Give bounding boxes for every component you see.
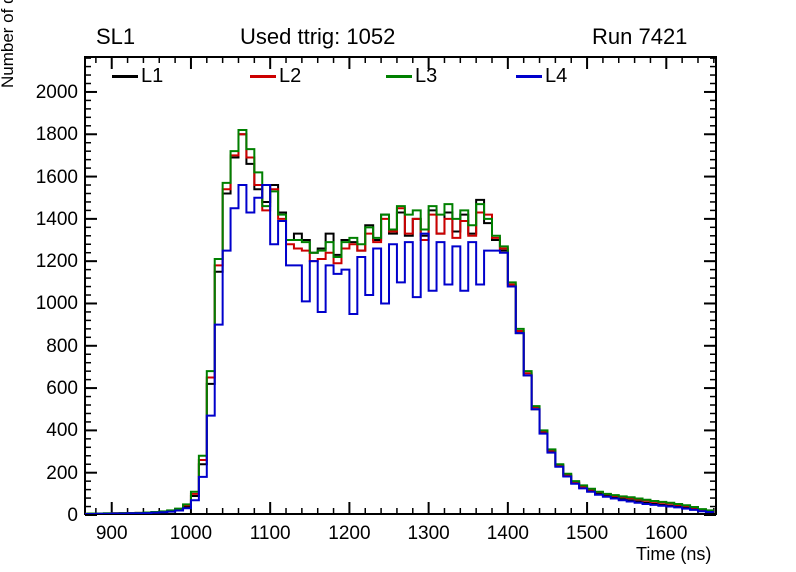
- legend-label: L2: [279, 65, 302, 87]
- x-axis-title: Time (ns): [636, 544, 712, 564]
- x-tick-label: 1200: [328, 523, 371, 544]
- series-line-l4: [85, 184, 714, 514]
- y-tick-label: 400: [46, 420, 78, 442]
- y-tick-label: 1600: [35, 166, 78, 188]
- legend-swatch-l3: [386, 74, 412, 78]
- y-tick-label: 200: [46, 462, 78, 484]
- header-ttrig-label: Used ttrig: 1052: [240, 24, 396, 49]
- axis-ticks: [85, 57, 716, 516]
- y-tick-label: 0: [67, 505, 78, 526]
- plot-frame: [84, 56, 717, 515]
- x-tick-label: 1000: [169, 523, 213, 544]
- header-superlayer-label: SL1: [96, 24, 136, 49]
- x-tick-label: 1300: [407, 523, 450, 544]
- y-tick-label: 2000: [35, 81, 78, 103]
- legend-item-l1[interactable]: L1: [112, 62, 163, 90]
- y-tick-label: 1000: [35, 293, 78, 315]
- legend-swatch-l4: [516, 74, 542, 78]
- legend-label: L3: [415, 65, 438, 87]
- legend-label: L1: [141, 65, 164, 87]
- y-tick-label: 800: [46, 335, 78, 357]
- y-tick-label: 1200: [35, 251, 78, 273]
- x-tick-label: 1600: [645, 523, 688, 544]
- y-tick-label: 1400: [35, 208, 78, 230]
- y-axis-tick-labels: 0 200 400 600 800 1000 1200 1400 1600 1800 2000: [4, 0, 78, 572]
- series-line-l3: [85, 129, 714, 514]
- y-tick-label: 600: [46, 378, 78, 400]
- legend: L1 L2 L3 L4: [112, 62, 592, 90]
- legend-item-l2[interactable]: L2: [250, 62, 301, 90]
- legend-item-l3[interactable]: L3: [386, 62, 437, 90]
- header-run-label: Run 7421: [592, 24, 688, 49]
- x-tick-label: 1400: [486, 523, 529, 544]
- legend-item-l4[interactable]: L4: [516, 62, 567, 90]
- y-tick-label: 1800: [35, 124, 78, 146]
- legend-label: L4: [545, 65, 568, 87]
- x-tick-label: 1100: [249, 523, 291, 544]
- x-tick-label: 1500: [565, 523, 609, 544]
- series-line-l2: [85, 133, 714, 514]
- x-tick-label: 900: [95, 523, 128, 544]
- legend-swatch-l2: [250, 74, 276, 78]
- series-line-l1: [85, 133, 714, 514]
- legend-swatch-l1: [112, 74, 138, 78]
